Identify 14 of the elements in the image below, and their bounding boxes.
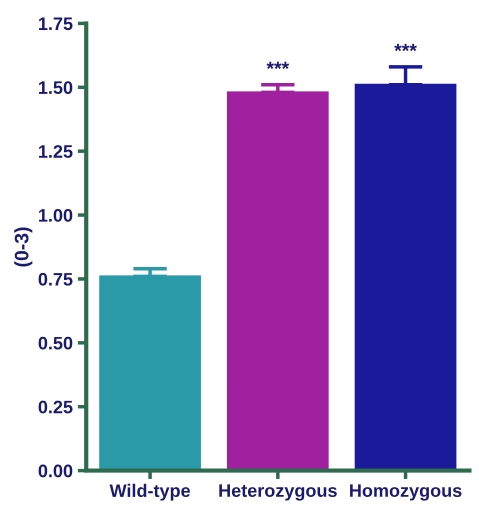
x-tick-label: Heterozygous — [219, 484, 337, 501]
y-tick-label: 0.00 — [38, 464, 72, 478]
y-tick-label: 1.00 — [39, 208, 72, 222]
y-tick-label: 1.75 — [39, 18, 73, 30]
annotation: *** — [266, 62, 290, 69]
y-tick-label: 0.50 — [38, 336, 72, 350]
y-axis-title: (0-3) — [14, 227, 32, 267]
x-tick-label: Wild-type — [110, 484, 190, 501]
annotation: *** — [394, 44, 417, 52]
y-tick-label: 1.25 — [39, 145, 73, 158]
y-tick-label: 1.50 — [39, 81, 72, 94]
y-tick-label: 0.25 — [38, 400, 73, 414]
y-tick-label: 0.75 — [38, 272, 73, 286]
x-tick-label: Homozygous — [350, 484, 462, 501]
